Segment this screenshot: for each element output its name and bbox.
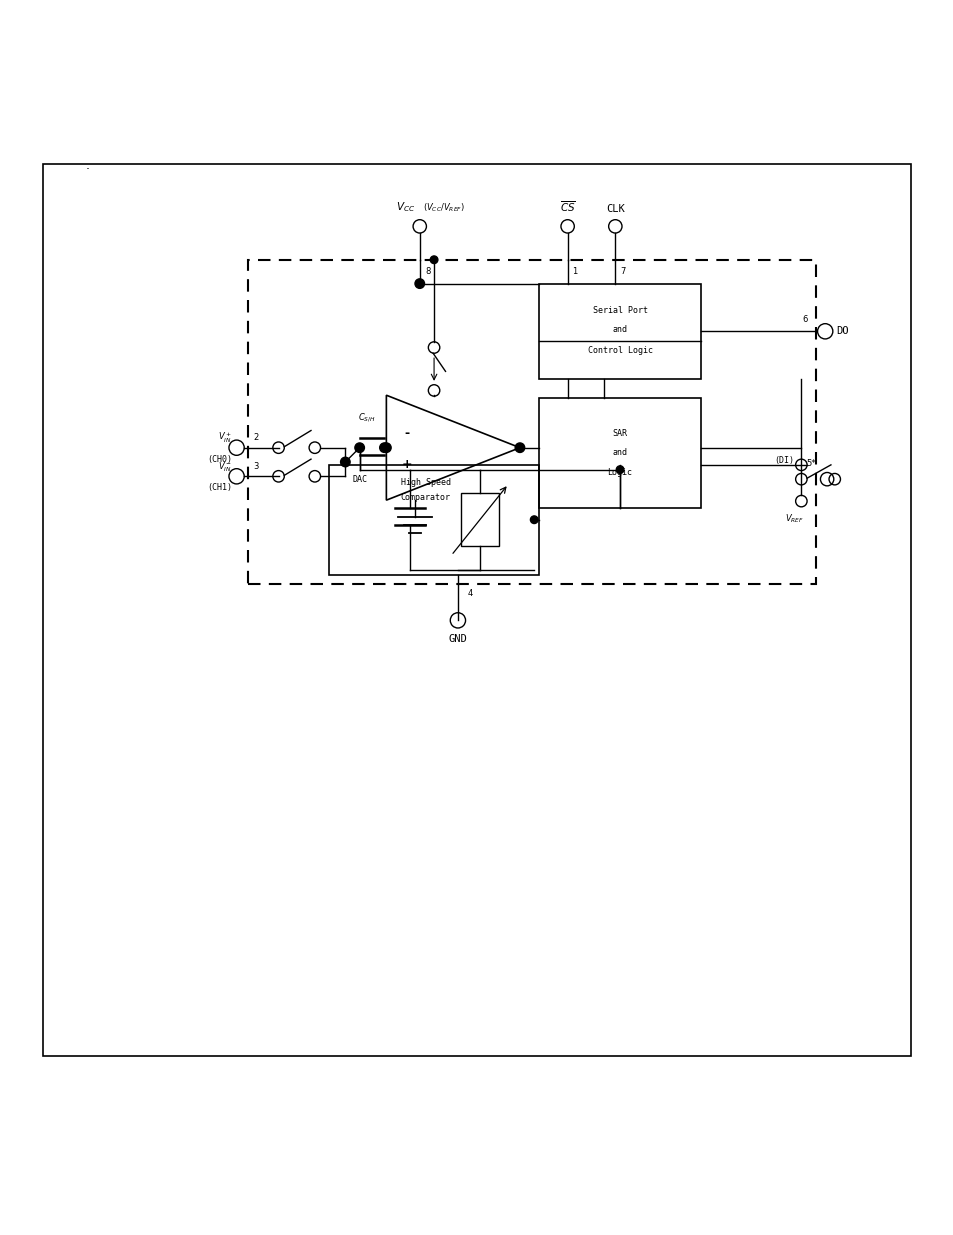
Circle shape (515, 443, 524, 452)
Circle shape (430, 256, 437, 263)
Bar (460, 494, 498, 546)
Text: $(V_{CC}/V_{REF})$: $(V_{CC}/V_{REF})$ (422, 201, 464, 214)
Text: SAR: SAR (612, 430, 627, 438)
Text: 5*: 5* (805, 458, 815, 468)
Circle shape (379, 443, 389, 452)
Text: +: + (401, 458, 413, 472)
Text: 1: 1 (572, 268, 578, 277)
Text: DO: DO (836, 326, 848, 336)
Bar (329, 464, 538, 574)
Text: GND: GND (448, 634, 467, 643)
Bar (538, 398, 700, 508)
Text: High Speed: High Speed (400, 478, 450, 488)
Circle shape (381, 443, 391, 452)
Text: 2: 2 (253, 433, 259, 442)
Circle shape (616, 466, 623, 473)
Circle shape (530, 516, 537, 524)
Text: Logic: Logic (607, 468, 632, 477)
Text: and: and (612, 325, 627, 333)
Text: and: and (612, 448, 627, 457)
Text: $V_{CC}$: $V_{CC}$ (395, 200, 415, 214)
Text: .: . (86, 159, 90, 172)
Text: 3: 3 (253, 462, 259, 471)
Text: $V_{IN}^-$: $V_{IN}^-$ (217, 459, 232, 473)
Text: 6: 6 (801, 315, 807, 324)
Circle shape (415, 279, 424, 288)
Bar (248, 259, 815, 584)
Text: $V_{REF}$: $V_{REF}$ (784, 513, 803, 525)
Text: Control Logic: Control Logic (587, 346, 652, 354)
Text: (CH0): (CH0) (207, 454, 232, 463)
Text: (DI): (DI) (774, 456, 794, 464)
Text: 7: 7 (619, 268, 625, 277)
Text: (CH1): (CH1) (207, 483, 232, 493)
Text: DAC: DAC (353, 474, 368, 484)
Text: 4: 4 (467, 589, 473, 598)
Circle shape (355, 443, 364, 452)
Bar (538, 284, 700, 379)
Text: Comparator: Comparator (400, 493, 450, 501)
Text: Serial Port: Serial Port (592, 306, 647, 315)
Text: $V_{IN}^+$: $V_{IN}^+$ (217, 431, 232, 446)
Circle shape (340, 457, 350, 467)
Text: $C_{S/H}$: $C_{S/H}$ (358, 411, 375, 424)
Text: CLK: CLK (605, 204, 624, 214)
Text: $\overline{CS}$: $\overline{CS}$ (559, 199, 575, 214)
Text: 8: 8 (425, 268, 431, 277)
Text: -: - (404, 427, 410, 440)
